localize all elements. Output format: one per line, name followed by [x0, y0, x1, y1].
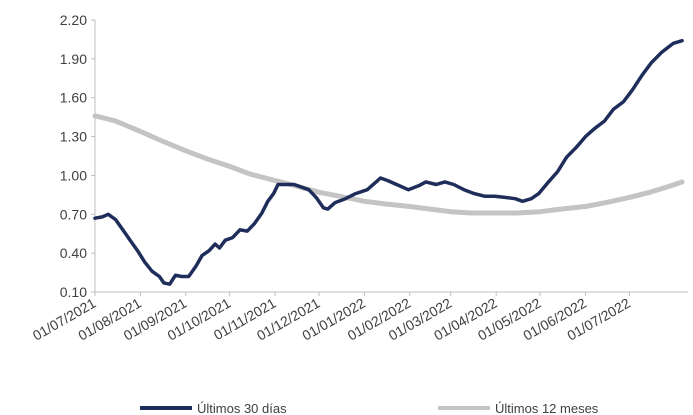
legend-label-ultimos-30-dias: Últimos 30 días: [197, 401, 287, 415]
y-tick-label: 1.00: [60, 167, 87, 183]
y-tick-label: 0.70: [60, 206, 87, 222]
series-lines: [92, 38, 685, 286]
y-tick-label: 1.60: [60, 90, 87, 106]
series-line-ultimos-12-meses: [92, 113, 685, 216]
y-tick-label: 0.10: [60, 284, 87, 300]
y-tick-label: 2.20: [60, 12, 87, 28]
legend: Últimos 30 días Últimos 12 meses: [140, 401, 599, 415]
y-tick-label: 1.90: [60, 51, 87, 67]
y-tick-label: 0.40: [60, 245, 87, 261]
y-tick-label: 1.30: [60, 129, 87, 145]
chart-axes: [91, 19, 688, 296]
y-tick-labels: 0.10 0.40 0.70 1.00 1.30 1.60 1.90 2.20: [60, 12, 87, 300]
legend-label-ultimos-12-meses: Últimos 12 meses: [495, 401, 599, 415]
x-tick-labels: 01/07/202101/08/202101/09/202101/10/2021…: [30, 295, 633, 344]
series-line-ultimos-30-dias: [93, 38, 684, 286]
